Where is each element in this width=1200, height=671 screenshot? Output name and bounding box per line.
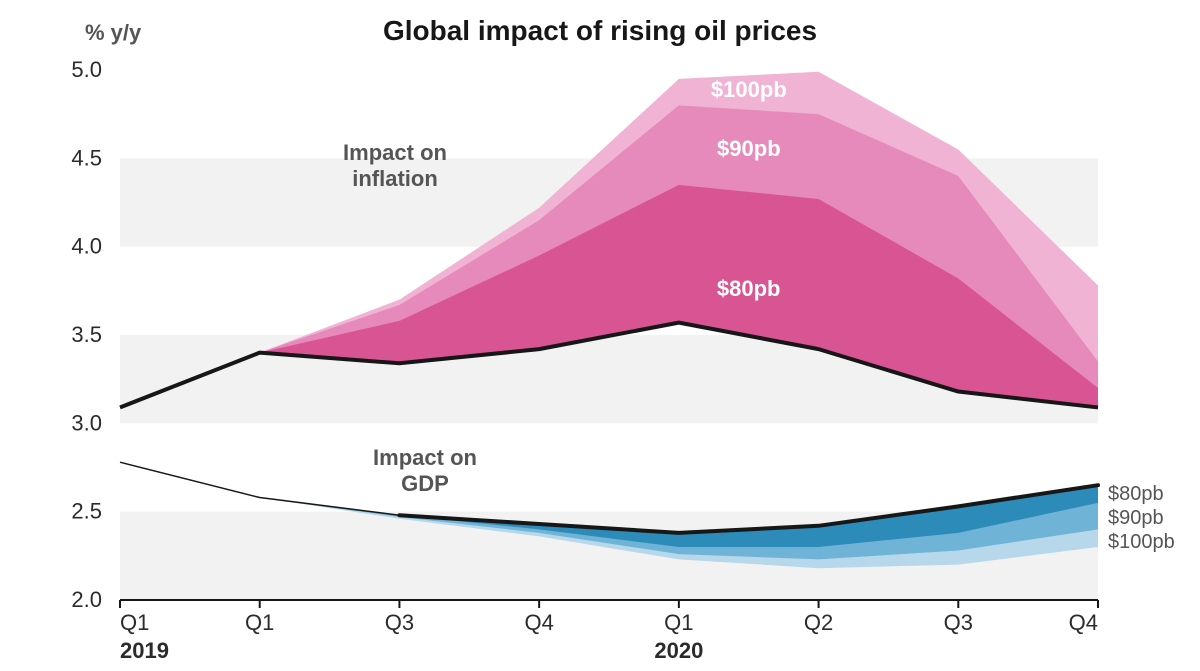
gdp-annotation-2: GDP: [401, 471, 449, 496]
gdp-80-side-label: $80pb: [1108, 483, 1164, 505]
inflation-100-label: $100pb: [711, 77, 787, 102]
y-tick-label: 2.0: [71, 587, 102, 612]
gdp-90-side-label: $90pb: [1108, 507, 1164, 529]
x-year-label: 2019: [120, 638, 169, 663]
chart-title: Global impact of rising oil prices: [383, 15, 817, 46]
x-tick-label: Q1: [245, 610, 274, 635]
x-year-label: 2020: [654, 638, 703, 663]
gdp-annotation-1: Impact on: [373, 445, 477, 470]
inflation-annotation-2: inflation: [352, 166, 438, 191]
y-tick-label: 4.0: [71, 234, 102, 259]
x-ticks: Q1 Q1 Q3 Q4 Q1 Q2 Q3 Q4: [120, 600, 1098, 635]
inflation-80-label: $80pb: [717, 276, 781, 301]
x-years: 2019 2020: [120, 638, 703, 663]
x-tick-label: Q3: [944, 610, 973, 635]
inflation-annotation-1: Impact on: [343, 140, 447, 165]
x-tick-label: Q1: [664, 610, 693, 635]
y-tick-label: 4.5: [71, 145, 102, 170]
y-tick-label: 2.5: [71, 499, 102, 524]
inflation-90-label: $90pb: [717, 136, 781, 161]
x-tick-label: Q1: [120, 610, 149, 635]
y-tick-label: 3.5: [71, 322, 102, 347]
x-tick-label: Q4: [1069, 610, 1098, 635]
y-ticks: 2.0 2.5 3.0 3.5 4.0 4.5 5.0: [71, 57, 102, 612]
x-tick-label: Q4: [524, 610, 553, 635]
area-layers: [120, 72, 1098, 568]
y-axis-label: % y/y: [85, 20, 142, 45]
oil-price-impact-chart: Global impact of rising oil prices % y/y…: [0, 0, 1200, 671]
y-tick-label: 3.0: [71, 410, 102, 435]
y-tick-label: 5.0: [71, 57, 102, 82]
x-tick-label: Q2: [804, 610, 833, 635]
gdp-100-side-label: $100pb: [1108, 531, 1175, 553]
x-tick-label: Q3: [385, 610, 414, 635]
